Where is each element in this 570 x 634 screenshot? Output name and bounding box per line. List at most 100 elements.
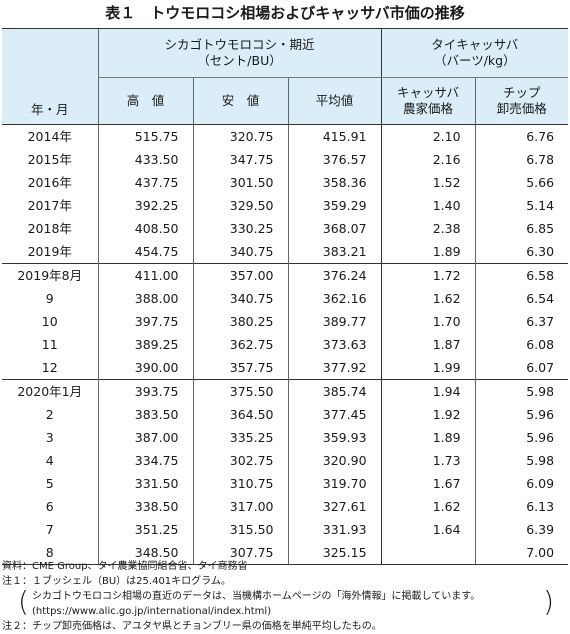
cell-average: 373.63 bbox=[287, 333, 382, 356]
cell-chip-price: 5.96 bbox=[474, 426, 569, 449]
row-label: 2017年 bbox=[27, 198, 72, 213]
header-chip-price: チップ 卸売価格 bbox=[474, 77, 569, 125]
cell-low: 357.00 bbox=[192, 263, 288, 287]
cell-average: 319.70 bbox=[287, 472, 382, 495]
price-table: 年・月 シカゴトウモロコシ・期近 （セント/BU） タイキャッサバ （バーツ/k… bbox=[2, 28, 569, 565]
cell-average: 376.57 bbox=[287, 148, 382, 171]
cell-high: 338.50 bbox=[97, 495, 193, 518]
cell-high: 387.00 bbox=[97, 426, 193, 449]
cell-high: 383.50 bbox=[97, 403, 193, 426]
cell-farm-price: 1.87 bbox=[380, 333, 476, 356]
cell-farm-price: 1.62 bbox=[380, 495, 476, 518]
table-row: 2014年 515.75 320.75 415.91 2.10 6.76 bbox=[2, 124, 569, 148]
cell-high: 437.75 bbox=[97, 171, 193, 194]
row-label: 11 bbox=[41, 337, 58, 352]
table-row: 2 383.50 364.50 377.45 1.92 5.96 bbox=[2, 403, 569, 426]
cell-average: 389.77 bbox=[287, 310, 382, 333]
cell-average: 359.29 bbox=[287, 194, 382, 217]
row-label: 2015年 bbox=[27, 152, 72, 167]
table-row: 2016年 437.75 301.50 358.36 1.52 5.66 bbox=[2, 171, 569, 194]
cell-chip-price: 6.09 bbox=[474, 472, 569, 495]
cell-chip-price: 6.78 bbox=[474, 148, 569, 171]
table-row: 7 351.25 315.50 331.93 1.64 6.39 bbox=[2, 518, 569, 541]
cell-farm-price: 1.70 bbox=[380, 310, 476, 333]
table-row: 12 390.00 357.75 377.92 1.99 6.07 bbox=[2, 356, 569, 380]
cell-low: 310.75 bbox=[192, 472, 288, 495]
cell-chip-price: 6.54 bbox=[474, 287, 569, 310]
close-paren-glyph: ) bbox=[543, 585, 554, 618]
cell-low: 375.50 bbox=[192, 379, 288, 403]
cell-high: 334.75 bbox=[97, 449, 193, 472]
cell-farm-price: 1.73 bbox=[380, 449, 476, 472]
cell-farm-price: 1.52 bbox=[380, 171, 476, 194]
row-label: 6 bbox=[45, 499, 54, 514]
cell-low: 380.25 bbox=[192, 310, 288, 333]
cell-chip-price: 6.08 bbox=[474, 333, 569, 356]
cell-high: 454.75 bbox=[97, 240, 193, 264]
header-farm-price-line1: キャッサバ bbox=[397, 85, 460, 100]
row-label: 2019年8月 bbox=[2, 263, 98, 287]
row-label: 5 bbox=[45, 476, 54, 491]
cell-low: 362.75 bbox=[192, 333, 288, 356]
cell-low: 330.25 bbox=[192, 217, 288, 240]
row-label: 2014年 bbox=[27, 129, 72, 144]
cell-chip-price: 5.96 bbox=[474, 403, 569, 426]
cell-high: 389.25 bbox=[97, 333, 193, 356]
cell-chip-price: 6.85 bbox=[474, 217, 569, 240]
cell-high: 408.50 bbox=[97, 217, 193, 240]
cell-high: 392.25 bbox=[97, 194, 193, 217]
header-chip-price-line1: チップ bbox=[503, 85, 541, 100]
cell-average: 359.93 bbox=[287, 426, 382, 449]
cell-average: 377.92 bbox=[287, 356, 382, 380]
table-title: 表１ トウモロコシ相場およびキャッサバ市価の推移 bbox=[105, 4, 465, 22]
cell-low: 340.75 bbox=[192, 240, 288, 264]
cell-chip-price: 7.00 bbox=[474, 541, 569, 565]
cell-farm-price: 1.89 bbox=[380, 426, 476, 449]
table-row: 11 389.25 362.75 373.63 1.87 6.08 bbox=[2, 333, 569, 356]
cell-average: 376.24 bbox=[287, 263, 382, 287]
cell-low: 347.75 bbox=[192, 148, 288, 171]
table-row: 2017年 392.25 329.50 359.29 1.40 5.14 bbox=[2, 194, 569, 217]
header-chip-price-line2: 卸売価格 bbox=[496, 101, 547, 116]
cell-farm-price: 1.67 bbox=[380, 472, 476, 495]
row-label: 12 bbox=[41, 360, 58, 375]
cell-farm-price: 1.89 bbox=[380, 240, 476, 264]
cell-low: 335.25 bbox=[192, 426, 288, 449]
cell-high: 331.50 bbox=[97, 472, 193, 495]
header-high: 高 値 bbox=[97, 77, 193, 125]
note-2: 注２：チップ卸売価格は、アユタヤ県とチョンブリー県の価格を単純平均したもの。 bbox=[2, 621, 382, 632]
table-row: 3 387.00 335.25 359.93 1.89 5.96 bbox=[2, 426, 569, 449]
row-label: 8 bbox=[2, 541, 98, 565]
cell-average: 383.21 bbox=[287, 240, 382, 264]
table-row: 2018年 408.50 330.25 368.07 2.38 6.85 bbox=[2, 217, 569, 240]
table-row: 4 334.75 302.75 320.90 1.73 5.98 bbox=[2, 449, 569, 472]
cell-farm-price: 2.16 bbox=[380, 148, 476, 171]
cell-low: 340.75 bbox=[192, 287, 288, 310]
cell-farm-price: 1.40 bbox=[380, 194, 476, 217]
cell-low: 357.75 bbox=[192, 356, 288, 380]
header-low: 安 値 bbox=[192, 77, 288, 125]
table-row: 10 397.75 380.25 389.77 1.70 6.37 bbox=[2, 310, 569, 333]
cell-average: 327.61 bbox=[287, 495, 382, 518]
cell-high: 348.50 bbox=[97, 541, 193, 565]
note-source: 資料：CME Group、タイ農業協同組合省、タイ商務省 bbox=[2, 561, 248, 572]
cell-average: 415.91 bbox=[287, 124, 382, 148]
header-thai-cassava-title: タイキャッサバ bbox=[431, 37, 519, 52]
cell-high: 351.25 bbox=[97, 518, 193, 541]
cell-chip-price: 5.98 bbox=[474, 379, 569, 403]
cell-farm-price: 1.99 bbox=[380, 356, 476, 380]
cell-chip-price: 5.98 bbox=[474, 449, 569, 472]
row-label: 2019年 bbox=[27, 244, 72, 259]
open-paren-glyph: ( bbox=[18, 585, 29, 618]
table-row: 2020年1月 393.75 375.50 385.74 1.94 5.98 bbox=[2, 379, 569, 403]
cell-chip-price: 6.39 bbox=[474, 518, 569, 541]
table-row: 2019年 454.75 340.75 383.21 1.89 6.30 bbox=[2, 240, 569, 264]
cell-high: 397.75 bbox=[97, 310, 193, 333]
cell-chip-price: 6.58 bbox=[474, 263, 569, 287]
cell-high: 411.00 bbox=[97, 263, 193, 287]
header-chicago-corn-unit: （セント/BU） bbox=[197, 53, 282, 68]
note-1-detail-text: シカゴトウモロコシ相場の直近のデータは、当機構ホームページの「海外情報」に掲載し… bbox=[32, 591, 481, 602]
cell-low: 364.50 bbox=[192, 403, 288, 426]
header-average: 平均値 bbox=[287, 77, 382, 125]
cell-farm-price: 1.64 bbox=[380, 518, 476, 541]
